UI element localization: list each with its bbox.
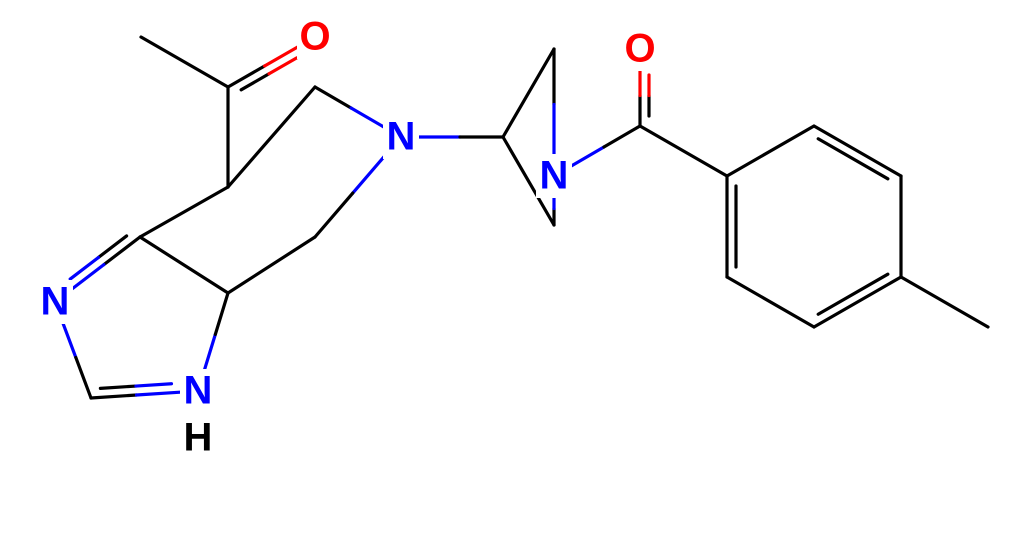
bond bbox=[91, 395, 137, 398]
bond bbox=[315, 87, 351, 108]
bond bbox=[76, 357, 91, 398]
bond bbox=[901, 277, 988, 327]
bond bbox=[604, 126, 640, 147]
bond bbox=[228, 66, 265, 87]
atom-N: N bbox=[41, 280, 70, 324]
bond bbox=[136, 384, 172, 386]
atom-labels-layer: O N N N N O H bbox=[37, 15, 658, 460]
atom-N: N bbox=[540, 154, 569, 198]
bond bbox=[140, 187, 228, 237]
bond bbox=[228, 237, 315, 293]
bond bbox=[640, 126, 727, 176]
atom-O: O bbox=[299, 15, 330, 59]
bond bbox=[351, 108, 387, 129]
bond bbox=[503, 49, 554, 137]
bond bbox=[215, 293, 228, 334]
bond bbox=[141, 37, 228, 87]
bond bbox=[70, 257, 98, 279]
bond bbox=[315, 193, 353, 237]
bond bbox=[814, 277, 901, 327]
bond bbox=[568, 147, 604, 168]
atom-O: O bbox=[624, 27, 655, 71]
atom-H: H bbox=[184, 416, 213, 460]
bond bbox=[818, 139, 888, 179]
bond bbox=[814, 126, 901, 176]
bond bbox=[727, 277, 814, 327]
bond bbox=[98, 236, 126, 258]
bonds-layer bbox=[61, 37, 988, 398]
molecule-diagram: O N N N N O H bbox=[0, 0, 1021, 546]
atom-N: N bbox=[387, 115, 416, 159]
bond bbox=[228, 87, 315, 187]
bond bbox=[137, 392, 183, 395]
bond bbox=[140, 237, 228, 293]
atom-N: N bbox=[184, 369, 213, 413]
bond bbox=[818, 274, 888, 314]
bond bbox=[727, 126, 814, 176]
bond bbox=[265, 45, 302, 66]
bond bbox=[100, 386, 136, 388]
